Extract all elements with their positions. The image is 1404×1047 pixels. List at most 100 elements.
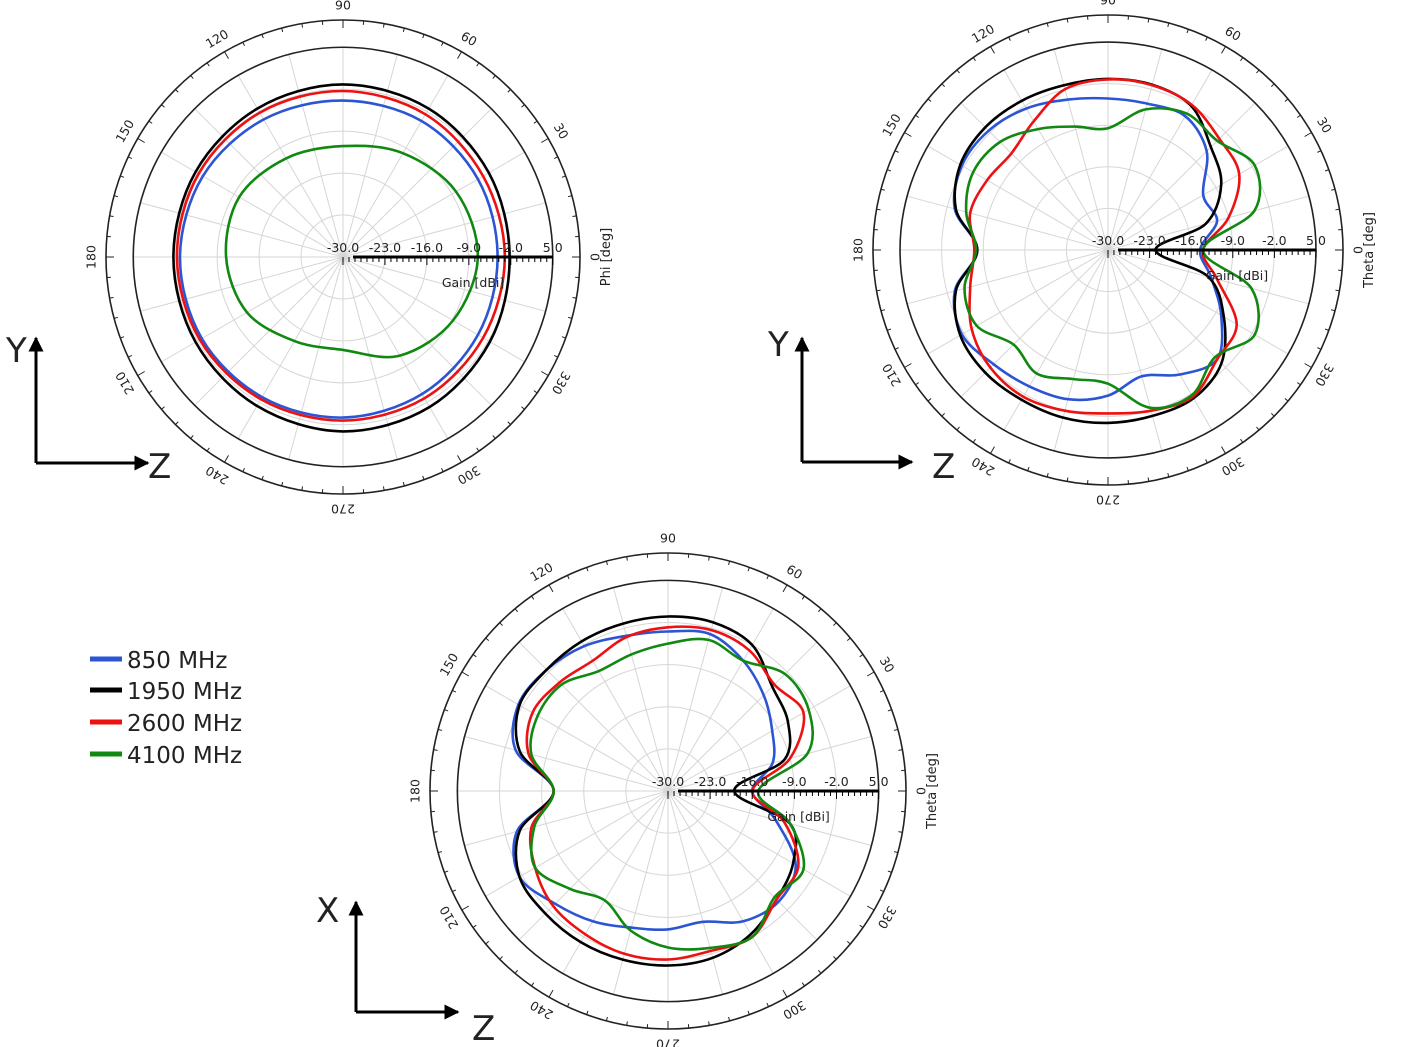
- angle-tick-mark: [1304, 132, 1312, 137]
- angle-tick-mark: [1317, 150, 1322, 153]
- angle-tick-mark: [492, 435, 496, 439]
- angle-tick-mark: [879, 689, 884, 693]
- angle-tick-mark: [452, 689, 457, 693]
- grid-spoke: [288, 54, 344, 258]
- grid-spoke: [342, 108, 492, 258]
- angle-tick-mark: [833, 622, 837, 626]
- angle-tick-mark: [708, 1021, 710, 1026]
- angle-tick-mark: [893, 728, 899, 731]
- coord-vertical-label: X: [316, 891, 339, 931]
- grid-spoke: [342, 202, 546, 258]
- angle-tick-mark: [893, 851, 899, 854]
- angle-tick-mark: [1066, 18, 1069, 23]
- grid-spoke: [1003, 249, 1109, 431]
- grid-spoke: [667, 736, 872, 792]
- angle-tick-mark: [766, 575, 770, 580]
- series-line-4100-mhz: [963, 107, 1262, 410]
- grid-spoke: [342, 151, 525, 258]
- angle-tick-label: 240: [969, 454, 997, 479]
- angle-tick-mark: [113, 195, 119, 198]
- angle-tick-mark: [533, 120, 538, 124]
- angle-tick-mark: [887, 870, 892, 873]
- radial-tick-label: -9.0: [457, 240, 481, 255]
- angle-tick-mark: [866, 905, 875, 911]
- series-line-4100-mhz: [529, 637, 814, 951]
- angle-tick-label: 270: [1096, 493, 1120, 508]
- grid-spoke: [518, 641, 669, 792]
- grid-spoke: [927, 249, 1109, 355]
- angle-tick-mark: [548, 989, 554, 998]
- angle-tick-mark: [972, 57, 976, 62]
- angle-tick-mark: [533, 390, 538, 394]
- series-line-2600-mhz: [968, 78, 1241, 415]
- angle-tick-mark: [441, 467, 444, 473]
- angle-tick-mark: [1284, 398, 1289, 402]
- polar-chart-3: 0 30 60 90 120 150 180 210 240 270 300 330 Theta [de…: [408, 531, 941, 1047]
- angle-tick-mark: [553, 156, 559, 159]
- angle-tick-mark: [402, 27, 405, 33]
- angle-tick-mark: [422, 34, 425, 39]
- angle-tick-mark: [915, 114, 920, 118]
- angle-tick-mark: [990, 46, 995, 54]
- angle-tick-mark: [927, 398, 932, 402]
- radial-axis-title: Gain [dBi]: [442, 275, 504, 290]
- angle-tick-mark: [461, 671, 470, 677]
- radial-tick-label: -16.0: [1175, 233, 1207, 248]
- angle-tick-mark: [441, 41, 444, 47]
- angle-tick-mark: [990, 446, 995, 454]
- angle-tick-label: 300: [780, 998, 808, 1023]
- grid-spoke: [194, 256, 344, 406]
- grid-spoke: [342, 256, 546, 312]
- legend-item-1950: 1950 MHz: [90, 679, 242, 705]
- coord-axes-2: Y Z: [767, 325, 955, 487]
- grid-spoke: [161, 151, 344, 258]
- angle-tick-label: 120: [203, 26, 231, 51]
- angle-tick-label: 180: [851, 238, 866, 262]
- radial-tick-label: -2.0: [1262, 233, 1286, 248]
- grid-spoke: [562, 608, 669, 792]
- angle-tick-mark: [422, 475, 425, 480]
- grid-spoke: [1107, 249, 1289, 355]
- coord-vertical-label: Y: [767, 325, 789, 365]
- angle-tick-label: 90: [335, 0, 351, 13]
- angle-axis-title: Theta [deg]: [1362, 212, 1377, 289]
- angle-tick-mark: [507, 421, 511, 425]
- angle-tick-mark: [437, 851, 443, 854]
- angle-tick-mark: [1205, 459, 1208, 464]
- angle-tick-mark: [1270, 83, 1275, 88]
- angle-tick-mark: [1147, 477, 1150, 482]
- angle-tick-mark: [626, 556, 628, 561]
- angle-tick-mark: [433, 749, 438, 751]
- grid-spoke: [1053, 48, 1109, 251]
- angle-tick-mark: [175, 89, 179, 93]
- angle-tick-mark: [782, 584, 788, 593]
- angle-tick-label: 330: [549, 369, 574, 397]
- radial-tick-label: 5.0: [1306, 233, 1326, 248]
- angle-tick-mark: [161, 104, 165, 108]
- angle-tick-mark: [859, 654, 864, 658]
- angle-tick-label: 90: [1100, 0, 1116, 8]
- angle-tick-mark: [224, 455, 229, 463]
- angle-tick-mark: [301, 23, 304, 28]
- radial-tick-label: -23.0: [1133, 233, 1165, 248]
- grid-spoke: [667, 790, 723, 995]
- legend-label: 2600 MHz: [127, 711, 242, 737]
- angle-tick-mark: [972, 438, 976, 443]
- angle-tick-mark: [605, 1016, 608, 1022]
- angle-tick-mark: [206, 62, 210, 67]
- radial-tick-label: 5.0: [543, 240, 563, 255]
- angle-tick-mark: [127, 156, 133, 159]
- angle-tick-mark: [261, 34, 264, 39]
- angle-tick-mark: [927, 98, 932, 102]
- angle-tick-mark: [1335, 289, 1340, 292]
- angle-tick-mark: [1330, 309, 1336, 312]
- angle-tick-label: 150: [879, 111, 904, 139]
- angle-tick-mark: [1296, 382, 1301, 386]
- angle-tick-mark: [1284, 98, 1289, 102]
- angle-tick-mark: [572, 215, 577, 218]
- angle-tick-mark: [915, 382, 920, 386]
- angle-tick-mark: [1167, 22, 1170, 28]
- grid-spoke: [1107, 145, 1289, 251]
- angle-tick-mark: [1296, 114, 1301, 118]
- angle-tick-label: 210: [112, 369, 137, 397]
